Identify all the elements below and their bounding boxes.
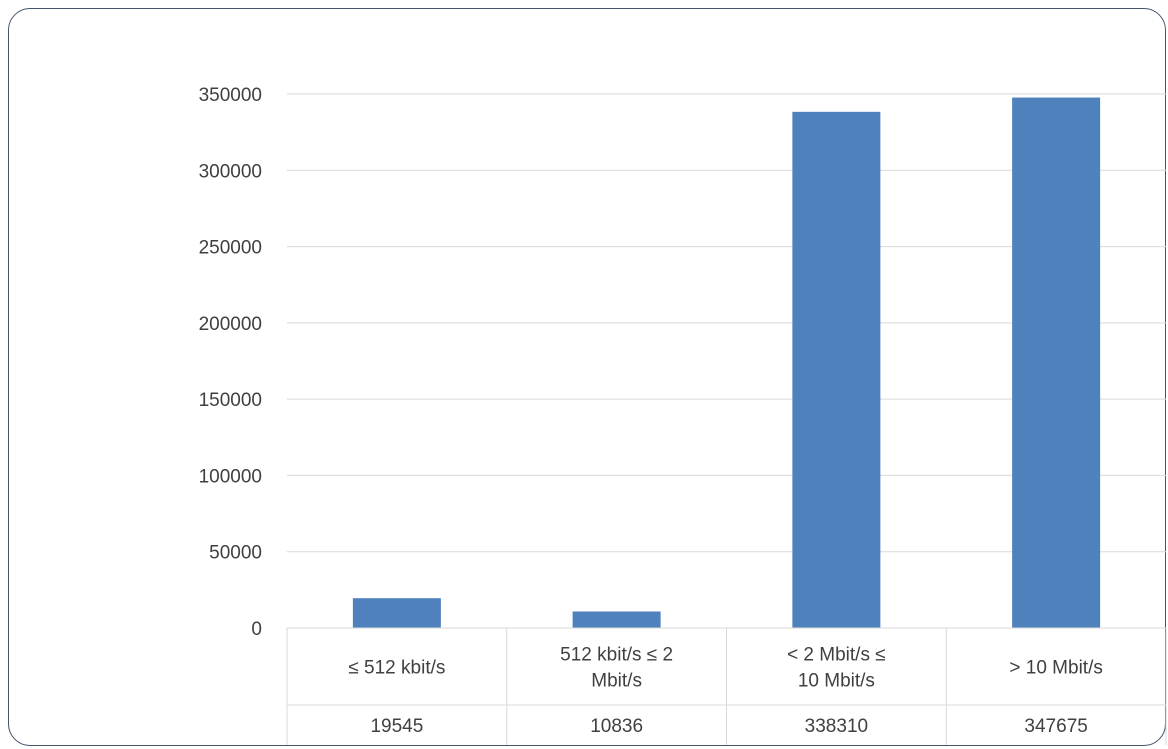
y-tick-label: 100000 <box>199 466 262 487</box>
data-table-value: 338310 <box>805 716 868 737</box>
y-tick-label: 350000 <box>199 85 262 106</box>
y-tick-label: 0 <box>251 619 262 640</box>
data-table: ≤ 512 kbit/s 19545 512 kbit/s ≤ 2 Mbit/s 108… <box>286 627 1167 745</box>
y-tick-label: 150000 <box>199 390 262 411</box>
bar <box>572 611 661 628</box>
bar <box>352 598 441 628</box>
category-label: < 2 Mbit/s ≤ <box>787 645 886 666</box>
y-axis-ticks: 0 50000 100000 150000 200000 250000 300000 3500… <box>199 85 262 640</box>
data-table-value: 19545 <box>370 716 423 737</box>
bars <box>352 97 1101 629</box>
category-label: > 10 Mbit/s <box>1009 658 1102 679</box>
y-tick-label: 50000 <box>209 543 262 564</box>
bar <box>792 111 881 629</box>
category-label: 512 kbit/s ≤ 2 <box>560 645 673 666</box>
category-label: 10 Mbit/s <box>798 671 875 692</box>
category-label: Mbit/s <box>591 671 642 692</box>
y-tick-label: 200000 <box>199 314 262 335</box>
data-table-value: 347675 <box>1024 716 1087 737</box>
data-table-value: 10836 <box>590 716 643 737</box>
y-tick-label: 300000 <box>199 161 262 182</box>
category-label: ≤ 512 kbit/s <box>348 658 445 679</box>
y-tick-label: 250000 <box>199 238 262 259</box>
bar <box>1012 97 1101 628</box>
